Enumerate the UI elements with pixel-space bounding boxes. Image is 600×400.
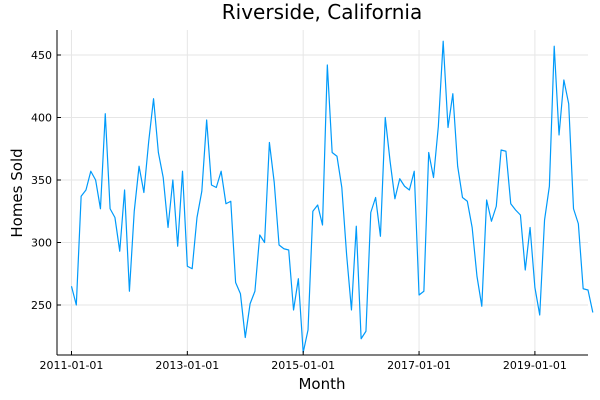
axes	[56, 30, 588, 356]
x-ticks: 2011-01-01 2013-01-01 2015-01-01 2017-01-01…	[40, 351, 567, 372]
x-tick-label: 2015-01-01	[271, 359, 335, 372]
x-tick-label: 2013-01-01	[155, 359, 219, 372]
y-tick-label: 350	[31, 174, 52, 187]
x-tick-label: 2019-01-01	[503, 359, 567, 372]
chart-title: Riverside, California	[222, 0, 422, 24]
y-tick-label: 250	[31, 299, 52, 312]
series-group	[70, 40, 594, 354]
grid-lines	[57, 30, 588, 355]
y-tick-label: 400	[31, 112, 52, 125]
x-axis-label: Month	[298, 375, 345, 393]
x-tick-label: 2017-01-01	[387, 359, 451, 372]
y-tick-label: 300	[31, 237, 52, 250]
y-tick-label: 450	[31, 49, 52, 62]
x-tick-label: 2011-01-01	[40, 359, 104, 372]
series-line-0	[70, 40, 594, 354]
y-ticks: 250 300 350 400 450	[31, 49, 61, 312]
y-axis-label: Homes Sold	[8, 148, 26, 237]
